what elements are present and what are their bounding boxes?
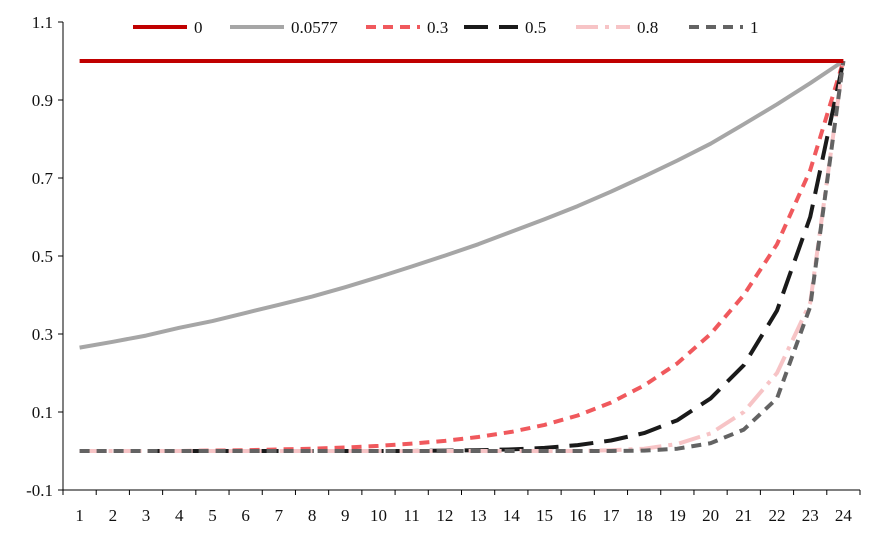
legend-label-4: 0.8 (637, 18, 658, 37)
x-tick-label: 14 (503, 506, 521, 525)
legend-label-2: 0.3 (427, 18, 448, 37)
x-tick-label: 9 (341, 506, 350, 525)
x-tick-label: 11 (404, 506, 420, 525)
x-tick-label: 16 (569, 506, 586, 525)
x-tick-label: 17 (602, 506, 620, 525)
y-axis-ticks: -0.1 0.1 0.3 0.5 0.7 0.9 1.1 (26, 13, 63, 500)
legend-label-5: 1 (750, 18, 759, 37)
series-lines (79, 59, 846, 453)
x-tick-label: 5 (208, 506, 217, 525)
y-tick-label: -0.1 (26, 481, 53, 500)
y-tick-label: 0.7 (32, 169, 54, 188)
x-tick-label: 7 (275, 506, 284, 525)
x-tick-label: 15 (536, 506, 553, 525)
x-tick-label: 10 (370, 506, 387, 525)
x-tick-label: 22 (768, 506, 785, 525)
x-tick-label: 6 (241, 506, 250, 525)
x-tick-label: 4 (175, 506, 184, 525)
x-tick-label: 3 (142, 506, 151, 525)
series-line-5 (79, 60, 846, 453)
x-tick-label: 12 (436, 506, 453, 525)
axes (62, 22, 860, 491)
x-tick-label: 23 (802, 506, 819, 525)
legend-label-3: 0.5 (525, 18, 546, 37)
series-line-3 (79, 60, 846, 453)
x-tick-label: 24 (835, 506, 853, 525)
x-axis-ticks: 1 2 3 4 5 6 7 8 9 10 11 12 13 14 15 16 17 18 19 20 21 22 23 24 (62, 490, 861, 525)
x-tick-label: 20 (702, 506, 719, 525)
x-tick-label: 21 (735, 506, 752, 525)
legend-label-0: 0 (194, 18, 203, 37)
y-tick-label: 0.5 (32, 247, 53, 266)
legend: 0 0.0577 0.3 0.5 0.8 1 (133, 18, 759, 37)
x-tick-label: 18 (636, 506, 653, 525)
y-tick-label: 0.9 (32, 91, 53, 110)
x-tick-label: 13 (470, 506, 487, 525)
x-tick-label: 8 (308, 506, 317, 525)
y-tick-label: 0.1 (32, 403, 53, 422)
legend-label-1: 0.0577 (291, 18, 338, 37)
series-line-1 (79, 59, 845, 350)
x-tick-label: 2 (109, 506, 118, 525)
y-tick-label: 0.3 (32, 325, 53, 344)
series-line-4 (79, 60, 846, 453)
x-tick-label: 19 (669, 506, 686, 525)
x-tick-label: 1 (75, 506, 84, 525)
series-line-2 (79, 60, 846, 453)
y-tick-label: 1.1 (32, 13, 53, 32)
